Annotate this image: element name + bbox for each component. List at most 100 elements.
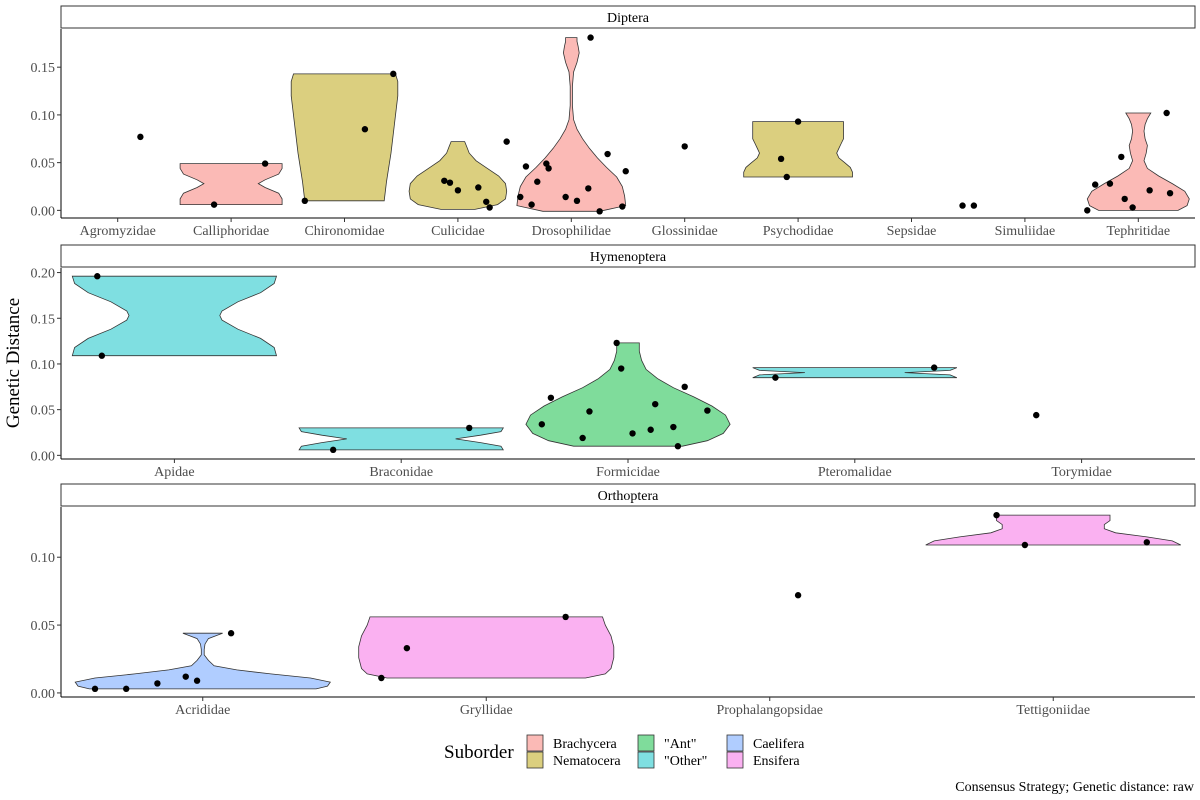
violin-braconidae (298, 427, 505, 451)
data-point (1033, 411, 1040, 419)
data-point (1106, 180, 1114, 187)
data-point (681, 383, 688, 391)
y-tick-label: 0.10 (31, 109, 56, 124)
data-point (619, 203, 626, 210)
x-tick-label: Apidae (154, 465, 194, 480)
data-point (772, 374, 779, 381)
data-point (329, 446, 337, 454)
data-point (403, 644, 411, 652)
data-point (586, 408, 593, 415)
data-point (647, 426, 654, 433)
data-point (681, 143, 688, 150)
data-point (674, 443, 682, 450)
data-point (993, 511, 1000, 519)
y-tick-label: 0.15 (31, 312, 56, 327)
data-point (486, 204, 493, 211)
data-point (585, 185, 592, 192)
x-tick-label: Sepsidae (887, 224, 937, 239)
y-tick-label: 0.05 (31, 619, 56, 634)
facet-hymenoptera: Hymenoptera 0.00 0.05 0.10 0.15 0.20 Apidae Bra… (31, 244, 1196, 480)
y-tick-label: 0.20 (31, 267, 56, 282)
violin-gryllidae (358, 616, 615, 679)
legend-key (726, 734, 744, 752)
data-point (794, 592, 802, 599)
data-point (547, 394, 555, 401)
data-point (629, 430, 636, 437)
facet-strip (60, 244, 1196, 268)
data-point (123, 685, 130, 693)
data-point (596, 208, 603, 215)
x-tick-label: Chironomidae (304, 224, 384, 239)
facet-title: Hymenoptera (590, 250, 667, 265)
data-point (573, 197, 581, 205)
x-tick-label: Prophalangopsidae (716, 703, 823, 718)
facet-orthoptera: Orthoptera 0.00 0.05 0.10 Acrididae Gryllidae… (31, 483, 1196, 718)
legend-label: Ensifera (753, 754, 800, 769)
data-point (562, 193, 569, 201)
data-point (227, 630, 235, 637)
data-point (441, 177, 448, 184)
data-point (613, 339, 620, 347)
data-point (1143, 539, 1151, 546)
data-point (652, 400, 659, 408)
data-point (543, 160, 550, 167)
x-tick-label: Pteromalidae (818, 465, 892, 480)
violin-apidae (71, 275, 278, 357)
facet-strip (60, 5, 1196, 29)
data-point (545, 165, 552, 172)
data-point (794, 118, 802, 125)
data-point (538, 421, 546, 428)
x-tick-label: Drosophilidae (532, 224, 611, 239)
data-point (777, 155, 785, 163)
data-point (604, 150, 611, 158)
data-point (154, 680, 161, 687)
legend-key (637, 751, 655, 769)
data-point (579, 434, 586, 442)
data-point (182, 673, 189, 680)
data-point (261, 160, 269, 167)
violin-culicidae (408, 141, 508, 210)
violin-acrididae (74, 632, 331, 690)
data-point (446, 179, 454, 186)
x-tick-label: Agromyzidae (80, 224, 156, 239)
facet-panels: Diptera 0.00 0.05 0.10 0.15 Agromyzidae Callip… (31, 5, 1196, 718)
x-tick-label: Calliphoridae (193, 224, 269, 239)
y-axis-label: Genetic Distance (3, 298, 24, 428)
data-point (959, 202, 966, 209)
y-tick-label: 0.00 (31, 687, 56, 702)
data-point (1084, 207, 1091, 214)
x-tick-label: Gryllidae (460, 703, 513, 718)
y-tick-label: 0.05 (31, 404, 56, 419)
facet-title: Diptera (607, 11, 650, 26)
data-point (670, 423, 677, 431)
y-tick-label: 0.15 (31, 61, 56, 76)
data-point (301, 197, 309, 205)
y-tick-label: 0.00 (31, 449, 56, 464)
data-point (1129, 204, 1136, 211)
data-point (137, 133, 144, 141)
legend-key (637, 734, 655, 752)
data-point (193, 677, 201, 684)
violin-chironomidae (290, 73, 399, 202)
x-tick-label: Simuliidae (995, 224, 1056, 239)
x-tick-label: Psychodidae (763, 224, 834, 239)
y-tick-label: 0.10 (31, 551, 56, 566)
legend: Suborder Brachycera Nematocera "Ant" "Other… (444, 734, 805, 769)
legend-title: Suborder (444, 742, 514, 763)
data-point (1021, 541, 1029, 549)
data-point (475, 184, 482, 191)
data-point (930, 364, 938, 371)
data-point (466, 424, 473, 432)
violin-formicidae (525, 342, 731, 447)
data-point (1121, 195, 1128, 203)
data-point (483, 198, 490, 205)
data-point (1092, 181, 1099, 188)
facet-diptera: Diptera 0.00 0.05 0.10 0.15 Agromyzidae Callip… (31, 5, 1196, 239)
violin-psychodidae (743, 121, 853, 178)
data-point (587, 34, 594, 41)
data-point (94, 273, 101, 280)
data-point (210, 201, 218, 208)
violin-pteromalidae (752, 367, 958, 379)
facet-strip (60, 483, 1196, 507)
